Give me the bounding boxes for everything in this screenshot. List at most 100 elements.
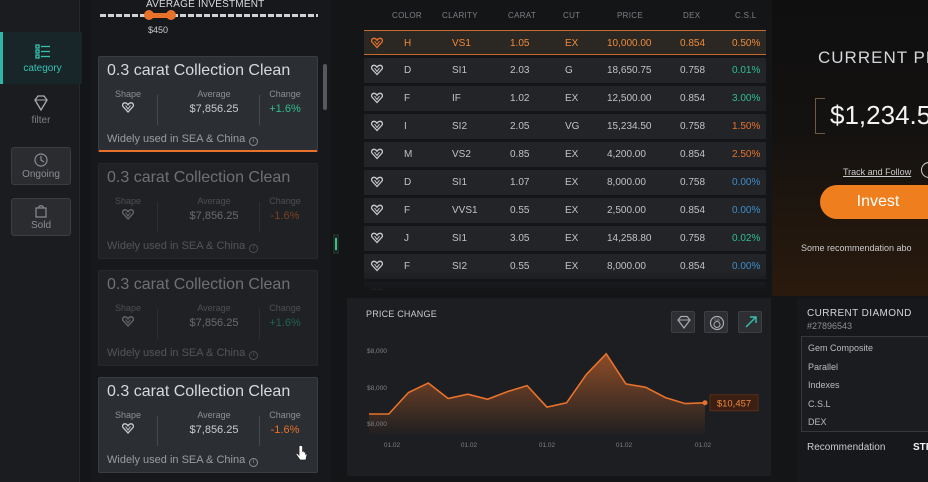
col-csl[interactable]: C.S.L [735,11,757,20]
list-icon [34,44,50,59]
divider [259,202,260,232]
y-tick-label: $8,000 [367,421,387,428]
divider [157,202,158,232]
nav-sold[interactable]: Sold [11,198,71,236]
investment-slider-track[interactable] [100,14,318,17]
card-average-label: Average [197,196,231,206]
price-line [369,352,706,415]
trend-button[interactable] [738,311,762,333]
cell-dex: 0.854 [680,38,706,49]
nav-category-label: category [23,63,62,74]
table-row[interactable]: F VVS1 0.55 EX 2,500.00 0.854 0.00% [364,198,766,223]
card-change-value: +1.6% [269,103,301,115]
table-row[interactable]: F IF 1.02 EX 12,500.00 0.854 3.00% [364,86,766,111]
col-cut[interactable]: CUT [563,11,581,20]
price-change-panel: PRICE CHANGE GIA $8,000 $8,000 $8,000 01.02… [347,298,771,476]
cell-dex: 0.758 [680,65,706,76]
list-item[interactable]: C.S.L [808,399,831,409]
gia-text: GIA [714,318,720,322]
cell-csl: 1.50% [732,121,761,132]
y-tick-label: $8,000 [367,385,387,392]
average-investment-label: AVERAGE INVESTMENT [146,0,265,10]
panel-splitter[interactable] [333,234,339,254]
cell-clarity: VVS1 [452,205,478,216]
cell-clarity: VS2 [452,149,471,160]
card-footer-text: Widely used in SEA & China [107,347,246,359]
recommendation-value: STR [913,442,928,453]
invest-button[interactable]: Invest [820,185,928,219]
card-average-label: Average [197,89,231,99]
card-average-value: $7,856.25 [189,103,239,115]
cell-clarity: SI2 [452,121,468,132]
investment-slider-knob-max[interactable] [166,10,176,20]
cell-clarity: SI1 [452,233,468,244]
ongoing-icon [34,153,48,167]
cell-carat: 2.03 [510,65,530,76]
card-change-label: Change [269,89,301,99]
nav-filter[interactable]: filter [0,94,82,130]
last-value-badge [709,394,759,412]
heart-diamond-icon [371,260,383,272]
list-item[interactable]: Gem Composite [808,343,874,353]
info-icon[interactable]: i [249,244,259,253]
list-item[interactable]: DEX [808,417,827,427]
cell-carat: 2.05 [510,121,530,132]
info-icon[interactable]: i [249,137,259,146]
list-item[interactable]: Indexes [808,380,840,390]
col-price[interactable]: PRICE [617,11,643,20]
hand-cursor-icon [295,445,308,461]
table-row[interactable]: J SI1 3.05 EX 14,258.80 0.758 0.02% [364,226,766,251]
x-tick-label: 01.02 [616,442,633,449]
nav-category[interactable]: category [0,32,82,84]
heart-diamond-icon [371,92,383,104]
diamond-view-button[interactable] [671,311,695,333]
table-row[interactable]: I SI2 2.05 VG 15,234.50 0.758 1.50% [364,114,766,139]
cell-dex: 0.854 [680,149,706,160]
table-row[interactable]: M VS2 0.85 EX 4,200.00 0.854 2.50% [364,142,766,167]
card-change: Change -1.6% [265,196,305,236]
card-title: 0.3 carat Collection Clean [107,169,291,186]
card-average-value: $7,856.25 [189,424,239,436]
table-row[interactable]: H VS1 1.05 EX 10,000.00 0.854 0.50% [364,30,766,55]
table-row[interactable]: D SI1 1.07 EX 8,000.00 0.758 0.00% [364,170,766,195]
cell-clarity: SI2 [452,261,468,272]
investment-slider-knob-min[interactable] [144,10,154,20]
investment-slider-fill [148,13,172,18]
cell-price: 14,258.80 [607,233,652,244]
cell-color: F [404,93,411,104]
card-footer-text: Widely used in SEA & China [107,454,246,466]
cell-color: F [404,205,411,216]
cell-cut: EX [565,205,579,216]
list-item[interactable]: Parallel [808,362,839,372]
cell-csl: 0.00% [732,177,761,188]
nav-ongoing[interactable]: Ongoing [11,147,71,185]
collection-card[interactable]: 0.3 carat Collection Clean Shape Average… [98,377,318,473]
hero-price: $1,234.5 [830,100,928,130]
info-icon[interactable]: i [249,458,259,467]
card-shape: Shape [107,303,149,343]
current-diamond-title: CURRENT DIAMOND [807,308,912,319]
card-footer: Widely used in SEA & China i [107,240,259,253]
collection-card[interactable]: 0.3 carat Collection Clean Shape Average… [98,163,318,259]
divider [259,95,260,125]
follow-icon[interactable] [921,162,928,178]
col-carat[interactable]: CARAT [508,11,537,20]
col-dex[interactable]: DEX [683,11,701,20]
track-follow-link[interactable]: Track and Follow [843,167,912,177]
hero-panel: CURRENT PR $1,234.5 Track and Follow Inv… [772,0,928,296]
collection-card[interactable]: 0.3 carat Collection Clean Shape Average… [98,56,318,152]
heart-diamond-icon [371,232,383,244]
divider [157,95,158,125]
collection-card[interactable]: 0.3 carat Collection Clean Shape Average… [98,270,318,366]
col-clarity[interactable]: CLARITY [442,11,478,20]
card-average-label: Average [197,303,231,313]
diamond-icon [34,95,48,112]
info-icon[interactable]: i [249,351,259,360]
gia-button[interactable]: GIA [704,311,728,333]
hero-title: CURRENT PR [818,48,928,67]
cell-cut: EX [565,93,579,104]
table-row[interactable]: D SI1 2.03 G 18,650.75 0.758 0.01% [364,58,766,83]
col-color[interactable]: COLOR [392,11,422,20]
collection-scrollbar[interactable] [323,64,327,110]
